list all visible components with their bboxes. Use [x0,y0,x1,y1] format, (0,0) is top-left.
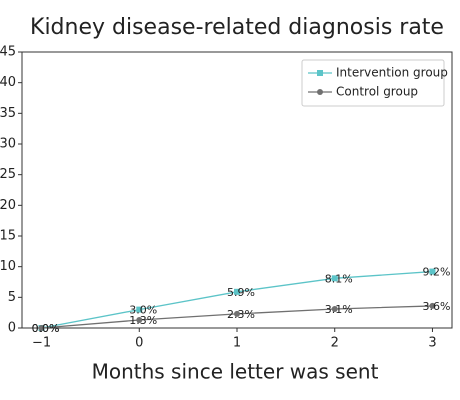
legend-label: Intervention group [336,66,448,80]
data-label: 0.0% [32,322,60,335]
y-tick-label: 0 [8,321,16,336]
data-point [429,268,436,275]
y-tick-label: 10 [0,259,16,274]
y-tick-label: 25 [0,167,16,182]
data-point [429,302,436,309]
y-tick-label: 40 [0,75,16,90]
data-label: 5.9% [227,286,255,299]
data-label: 0.0% [32,322,60,335]
y-tick-label: 15 [0,229,16,244]
data-point [136,306,143,313]
data-point [136,317,143,324]
data-label: 3.6% [422,300,450,313]
x-tick-label: 3 [428,336,436,351]
x-tick-label: 2 [331,336,339,351]
data-label: 2.3% [227,308,255,321]
legend-marker [317,70,323,76]
x-tick-label: 0 [135,336,143,351]
data-point [234,310,240,317]
chart-title: Kidney disease-related diagnosis rate [30,15,444,40]
y-tick-label: 30 [0,137,16,152]
x-tick-label: −1 [32,336,51,351]
data-label: 1.3% [129,314,157,327]
data-point [234,288,240,295]
x-axis-label: Months since letter was sent [92,360,379,384]
data-label: 3.1% [325,303,353,316]
legend-box [301,59,445,107]
y-tick-label: 20 [0,198,16,213]
y-tick-label: 35 [0,106,16,121]
data-point [38,325,45,331]
x-tick-label: 1 [233,336,241,351]
legend-label: Control group [336,85,418,99]
legend-marker [317,89,323,95]
data-label: 3.0% [129,304,157,317]
y-tick-label: 45 [0,45,16,60]
y-tick-label: 5 [8,290,16,305]
data-point [331,305,338,312]
data-label: 8.1% [325,272,353,285]
data-point [331,275,338,282]
data-label: 9.2% [422,266,450,279]
